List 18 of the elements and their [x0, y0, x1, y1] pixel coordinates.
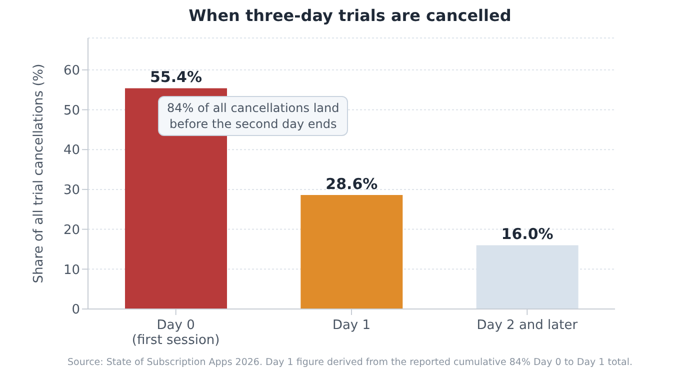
y-axis-title: Share of all trial cancellations (%) [32, 64, 47, 284]
y-tick-label: 30 [63, 183, 80, 198]
data-label: 16.0% [501, 225, 554, 244]
data-label: 28.6% [326, 175, 378, 194]
y-tick-label: 60 [63, 63, 80, 78]
chart-title: When three-day trials are cancelled [188, 6, 512, 25]
source-note: Source: State of Subscription Apps 2026. Day 1 figure derived from the reported cumulative 84% Day 0 to Day 1 total. [66, 357, 634, 368]
x-tick-label: Day 2 and later [476, 318, 578, 333]
x-tick-label: Day 1 [332, 318, 371, 333]
y-tick-label: 0 [72, 302, 80, 318]
bar [300, 195, 403, 309]
y-tick-label: 10 [63, 262, 80, 278]
y-tick-label: 40 [63, 143, 80, 158]
data-label: 55.4% [150, 68, 202, 86]
y-tick-label: 50 [63, 103, 80, 118]
annotation: 84% of all cancellations land before the second day ends [158, 96, 348, 136]
y-tick-label: 20 [63, 222, 80, 238]
x-tick-label: Day 0 (first session) [132, 318, 220, 348]
